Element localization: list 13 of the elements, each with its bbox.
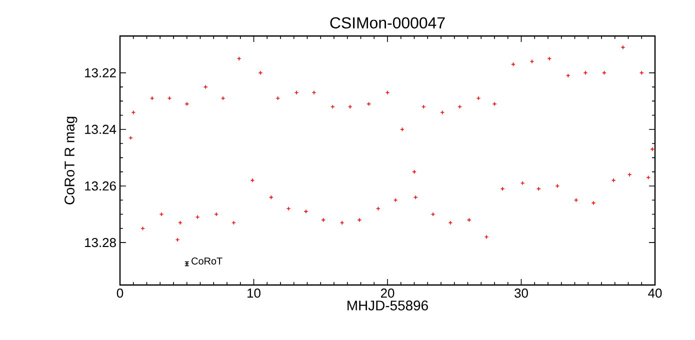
x-tick-label: 40 (648, 288, 662, 298)
x-tick-label: 10 (248, 288, 260, 298)
y-tick-label: 13.22 (85, 68, 116, 78)
y-tick-label: 13.24 (85, 124, 116, 134)
x-tick-label: 30 (514, 288, 528, 298)
chart-title: CSIMon-000047 (330, 17, 445, 28)
annotation: CoRoT (192, 258, 222, 265)
x-axis-title: MHJD-55896 (348, 300, 428, 310)
y-tick-label: 13.28 (85, 238, 116, 248)
x-tick-label: 20 (380, 288, 394, 298)
y-axis-title: CoRoT R mag (64, 116, 78, 204)
x-tick-label: 0 (116, 288, 124, 298)
y-tick-label: 13.26 (85, 181, 116, 191)
